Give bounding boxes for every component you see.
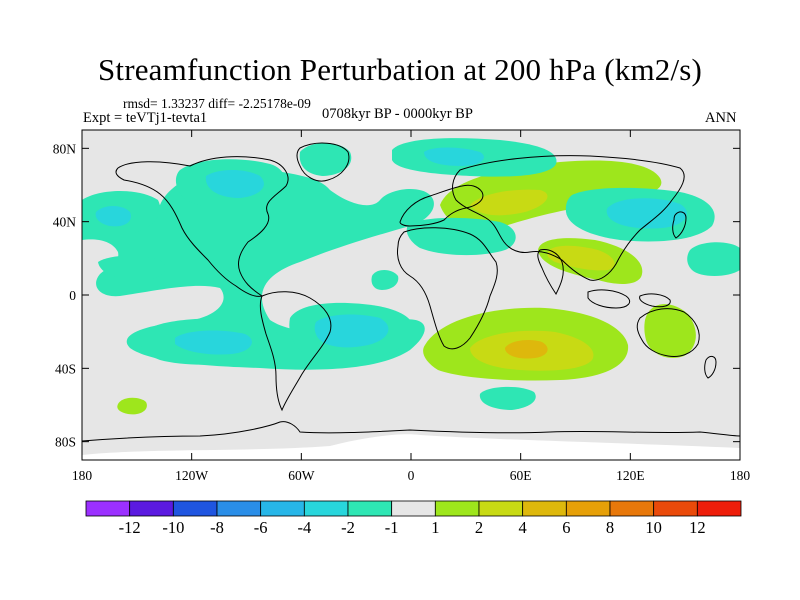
anomaly-antarctica — [82, 434, 740, 460]
anomaly-sio-positive-peak — [505, 340, 548, 359]
coast-south-america — [259, 291, 332, 412]
colorbar-swatch — [609, 500, 655, 517]
colorbar-swatch — [347, 500, 393, 517]
colorbar-label: -12 — [119, 518, 141, 537]
lon-tick-label: 180 — [72, 468, 93, 483]
colorbar-label: 1 — [431, 518, 439, 537]
colorbar-label: -4 — [297, 518, 311, 537]
anomaly-europe-arctic-negative-core — [424, 147, 484, 166]
lat-tick-label: 40S — [55, 361, 76, 376]
coast-india — [537, 249, 564, 295]
longitude-ticks: 180 120W 60W 0 60E 120E 180 — [72, 130, 751, 483]
colorbar-swatch — [653, 500, 698, 517]
colorbar-swatch — [85, 500, 131, 517]
colorbar-swatch — [696, 500, 742, 517]
colorbar-swatch — [565, 500, 611, 517]
anomaly-np-negative-core — [95, 206, 131, 227]
colorbar-label: 10 — [645, 518, 662, 537]
colorbar-label: -10 — [162, 518, 184, 537]
plot-title: Streamfunction Perturbation at 200 hPa (… — [97, 52, 703, 87]
anomaly-africa-negative — [406, 217, 516, 256]
anomaly-sp-negative-core — [175, 330, 252, 355]
colorbar — [85, 500, 742, 517]
colorbar-swatch — [172, 500, 218, 517]
colorbar-swatch — [303, 500, 349, 517]
colorbar-label: 12 — [689, 518, 706, 537]
colorbar-label: 4 — [519, 518, 527, 537]
colorbar-swatch — [434, 500, 480, 517]
season-label: ANN — [705, 110, 737, 126]
colorbar-label: 2 — [475, 518, 483, 537]
coast-japan — [672, 211, 687, 239]
experiment-label: Expt = teVTj1-tevta1 — [83, 110, 208, 126]
period-label: 0708kyr BP - 0000kyr BP — [322, 106, 473, 122]
colorbar-swatch — [478, 500, 524, 517]
colorbar-swatch — [260, 500, 305, 517]
lon-tick-label: 180 — [730, 468, 751, 483]
colorbar-label: -2 — [341, 518, 355, 537]
coast-antarctica — [82, 421, 740, 442]
colorbar-label: -6 — [254, 518, 268, 537]
coast-australia — [636, 308, 700, 357]
anomaly-sio-negative — [479, 386, 536, 410]
lon-tick-label: 60W — [288, 468, 315, 483]
coast-africa — [397, 227, 498, 350]
anomaly-southasia-positive-core — [547, 245, 615, 271]
colorbar-swatch — [522, 500, 567, 517]
lon-tick-label: 120E — [616, 468, 645, 483]
colorbar-label: 6 — [562, 518, 570, 537]
lat-tick-label: 0 — [69, 288, 76, 303]
lat-tick-label: 80N — [53, 141, 77, 156]
anomaly-cp-negative — [98, 255, 166, 280]
lat-tick-label: 40N — [53, 215, 77, 230]
colorbar-label: -8 — [210, 518, 224, 537]
lon-tick-label: 120W — [175, 468, 208, 483]
lat-tick-label: 80S — [55, 435, 76, 450]
coast-europe — [399, 184, 484, 227]
colorbar-label: -1 — [385, 518, 399, 537]
anomaly-field — [82, 138, 740, 460]
anomaly-sa-negative-core — [314, 314, 389, 348]
coast-greenland — [296, 142, 350, 182]
latitude-ticks: 80N 40N 0 40S 80S — [53, 141, 740, 450]
anomaly-atlantic-small — [371, 270, 399, 290]
coast-north-america — [115, 156, 289, 297]
anomaly-centralpacific-negative — [687, 242, 740, 276]
anomaly-hudson-negative-core — [205, 170, 264, 198]
coast-indonesia — [587, 289, 671, 309]
colorbar-swatch — [216, 500, 262, 517]
coastlines — [82, 142, 740, 442]
anomaly-australia-positive — [644, 304, 696, 359]
colorbar-labels: -12 -10 -8 -6 -4 -2 -1 1 2 4 6 8 10 12 — [119, 518, 706, 537]
colorbar-swatch — [129, 500, 174, 517]
colorbar-label: 8 — [606, 518, 614, 537]
stats-label: rmsd= 1.33237 diff= -2.25178e-09 — [123, 96, 311, 111]
colorbar-swatch — [391, 500, 436, 517]
anomaly-swp-positive-small — [117, 397, 147, 415]
coast-newzealand — [704, 355, 717, 379]
anomaly-negative-band — [82, 166, 434, 370]
coast-asia — [452, 155, 685, 281]
anomaly-eurasia-positive-core — [470, 189, 548, 216]
lon-tick-label: 60E — [510, 468, 532, 483]
lon-tick-label: 0 — [408, 468, 415, 483]
anomaly-arctic-negative — [299, 143, 352, 176]
